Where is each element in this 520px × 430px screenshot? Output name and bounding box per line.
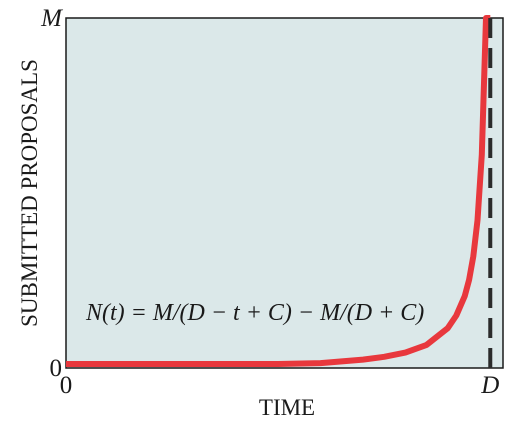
plot-background <box>66 18 503 368</box>
series-line-0 <box>66 15 491 367</box>
x-axis-title: TIME <box>259 395 315 420</box>
y-axis-title: SUBMITTED PROPOSALS <box>17 59 42 327</box>
equation-annotation: N(t) = M/(D − t + C) − M/(D + C) <box>85 300 424 326</box>
plot-frame <box>65 17 504 369</box>
series-layer <box>66 15 491 367</box>
tick-labels: 0 D 0 M <box>40 5 499 399</box>
y-tick-label-1: M <box>40 5 63 32</box>
x-tick-label-1: D <box>480 372 499 399</box>
x-tick-label-0: 0 <box>60 372 73 399</box>
y-tick-label-0: 0 <box>50 355 63 382</box>
